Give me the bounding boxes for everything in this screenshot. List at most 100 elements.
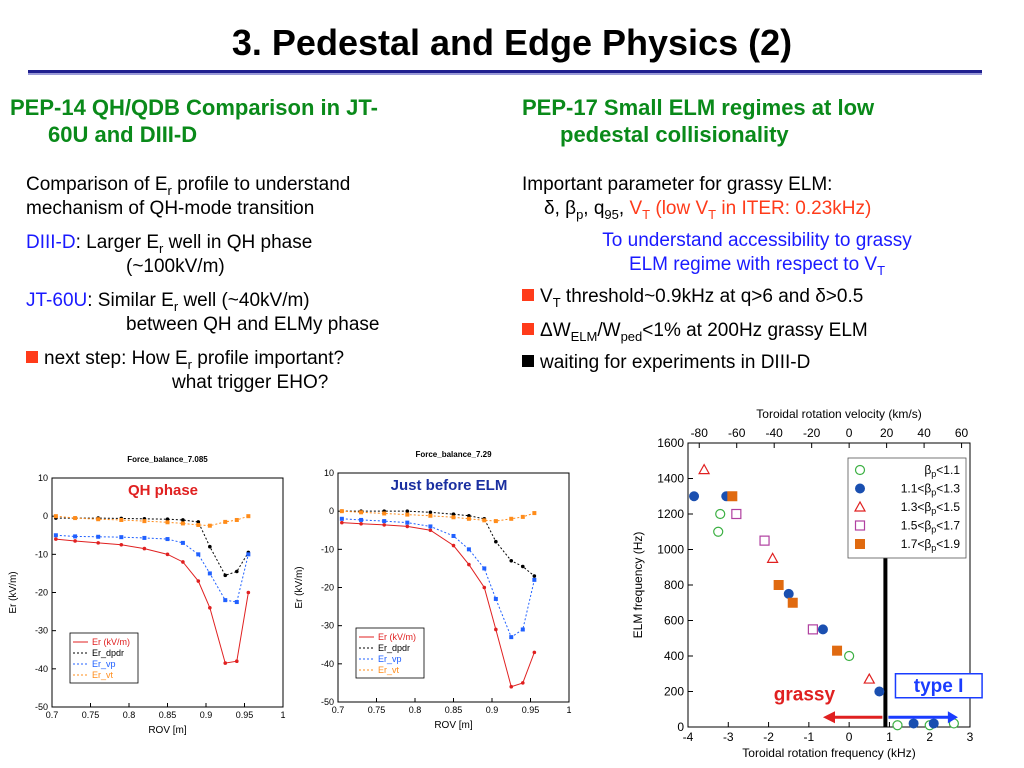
x-tick-label: 1 bbox=[280, 710, 285, 720]
legend-label: Er (kV/m) bbox=[92, 637, 130, 647]
data-point bbox=[223, 519, 228, 524]
data-point bbox=[223, 573, 228, 578]
elm-frequency-chart: Toroidal rotation velocity (km/s) -4 -3 -2 -… bbox=[631, 407, 983, 760]
data-point bbox=[451, 515, 456, 520]
legend-box bbox=[847, 457, 967, 559]
data-point bbox=[207, 523, 212, 528]
left-p1-line2: mechanism of QH-mode transition bbox=[26, 198, 315, 219]
y-tick-label: 1200 bbox=[657, 507, 684, 521]
data-point bbox=[428, 513, 433, 518]
y-tick-label: -50 bbox=[321, 697, 334, 707]
data-point bbox=[494, 627, 498, 632]
typeI-label: type I bbox=[914, 676, 964, 697]
data-point bbox=[773, 580, 784, 590]
data-point bbox=[246, 514, 251, 519]
data-point bbox=[727, 491, 738, 502]
data-point bbox=[142, 519, 147, 524]
y-tick-label: -50 bbox=[35, 702, 48, 712]
x-tick-label: 0 bbox=[846, 730, 853, 744]
b1-b: threshold~0.9kHz at q>6 and δ>0.5 bbox=[560, 286, 864, 307]
x-tick-label: 0.85 bbox=[445, 705, 463, 715]
grassy-label: grassy bbox=[774, 684, 836, 705]
legend-marker bbox=[853, 500, 867, 512]
data-point bbox=[928, 718, 939, 729]
data-point bbox=[223, 661, 228, 665]
jt-text-a: : Similar E bbox=[87, 290, 174, 311]
x-axis-label: ROV [m] bbox=[148, 725, 187, 736]
y-tick-label: -40 bbox=[321, 659, 334, 669]
data-point bbox=[382, 519, 387, 524]
diii-text-b: well in QH phase bbox=[163, 232, 313, 253]
right-params: δ, βp, q95, VT (low VT in ITER: 0.23kHz) bbox=[522, 197, 1012, 221]
data-point bbox=[246, 590, 251, 595]
data-point bbox=[165, 552, 170, 557]
b2-a: ΔW bbox=[540, 320, 571, 341]
y-tick-label: -40 bbox=[35, 664, 48, 674]
data-point bbox=[181, 518, 185, 522]
y-axis-label: Er (kV/m) bbox=[8, 571, 19, 613]
data-point bbox=[689, 491, 700, 502]
grassy-arrowhead bbox=[822, 711, 835, 724]
jt-60u-label: JT-60U bbox=[26, 290, 88, 311]
left-para-next: next step: How Er profile important? wha… bbox=[26, 347, 506, 395]
diii-sub: r bbox=[159, 240, 164, 256]
b2-sub1: ELM bbox=[570, 328, 598, 344]
x-tick-label: 0.8 bbox=[409, 705, 422, 715]
legend-label: βp<1.1 bbox=[924, 463, 960, 479]
right-heading: PEP-17 Small ELM regimes at low pedestal… bbox=[522, 94, 1012, 148]
x-tick-label: 0.95 bbox=[522, 705, 540, 715]
right-goal: To understand accessibility to grassy EL… bbox=[522, 229, 992, 277]
b2-b: /W bbox=[597, 320, 621, 341]
next-text-b: profile important? bbox=[191, 348, 345, 369]
b1-a: V bbox=[540, 286, 553, 307]
data-point bbox=[196, 522, 201, 527]
series-line bbox=[341, 522, 535, 688]
data-point bbox=[509, 635, 514, 640]
series-line bbox=[55, 534, 249, 603]
x-tick-label: 0.85 bbox=[159, 710, 177, 720]
data-point bbox=[874, 686, 885, 697]
data-point bbox=[207, 571, 212, 576]
data-point bbox=[787, 597, 798, 608]
legend-label: 1.3<βp<1.5 bbox=[901, 500, 961, 516]
legend-label: Er_dpdr bbox=[378, 643, 410, 653]
right-heading-line2: pedestal collisionality bbox=[560, 122, 789, 147]
next-sub: r bbox=[187, 356, 192, 372]
x-tick-label: 0.9 bbox=[200, 710, 213, 720]
data-point bbox=[451, 533, 456, 538]
x-tick-label: 1 bbox=[886, 730, 893, 744]
legend-marker bbox=[855, 539, 865, 549]
legend-marker bbox=[854, 520, 866, 531]
chart-title: Force_balance_7.085 bbox=[127, 455, 208, 464]
x-tick-label: -4 bbox=[683, 730, 694, 744]
data-point bbox=[467, 513, 471, 518]
top-tick-label: -80 bbox=[691, 426, 709, 440]
vt-rest-sub: T bbox=[708, 206, 717, 222]
x-tick-label: -1 bbox=[804, 730, 815, 744]
jt-sub: r bbox=[173, 298, 179, 314]
data-point bbox=[428, 528, 433, 533]
data-point bbox=[520, 627, 525, 632]
data-point bbox=[863, 672, 876, 684]
top-tick-label: 20 bbox=[880, 426, 894, 440]
legend-label: 1.5<βp<1.7 bbox=[901, 519, 961, 535]
data-point bbox=[196, 520, 201, 524]
chart-annotation: Just before ELM bbox=[391, 477, 508, 494]
y-tick-label: 1000 bbox=[657, 543, 684, 557]
series-line bbox=[55, 517, 249, 576]
y-tick-label: 1400 bbox=[657, 472, 684, 486]
vt-rest-a: (low V bbox=[650, 198, 709, 219]
data-point bbox=[532, 574, 537, 578]
legend-label: Er (kV/m) bbox=[378, 632, 416, 642]
data-point bbox=[482, 566, 487, 571]
data-point bbox=[246, 552, 251, 557]
data-point bbox=[509, 684, 514, 689]
data-point bbox=[234, 600, 239, 605]
y-tick-label: -20 bbox=[35, 588, 48, 598]
chart-annotation: QH phase bbox=[128, 482, 198, 499]
next-text-a: next step: How E bbox=[44, 348, 188, 369]
data-point bbox=[466, 547, 471, 552]
left-para-jt: JT-60U: Similar Er well (~40kV/m) betwee… bbox=[26, 289, 506, 337]
data-point bbox=[53, 533, 58, 538]
data-point bbox=[196, 552, 201, 557]
